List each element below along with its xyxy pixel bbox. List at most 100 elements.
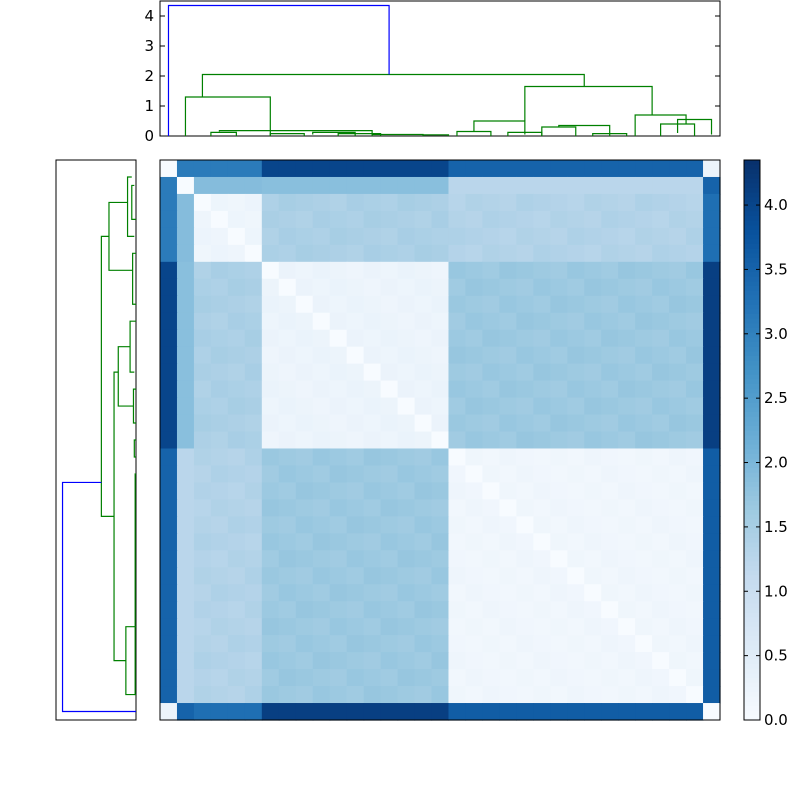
heatmap-cell [329,261,348,280]
heatmap-cell [618,516,636,534]
heatmap-cell [210,567,229,585]
heatmap-cell [431,448,450,467]
heatmap-cell [193,312,212,331]
heatmap-cell [227,448,246,467]
heatmap-cell [414,346,433,365]
heatmap-cell [465,261,484,280]
heatmap-cell [533,703,551,721]
heatmap-cell [176,329,195,348]
heatmap-cell [669,193,687,212]
heatmap-cell [465,703,484,721]
heatmap-cell [380,227,399,246]
heatmap-cell [652,380,670,399]
heatmap-cell [533,550,551,568]
heatmap-cell [414,329,433,348]
heatmap-cell [618,499,636,517]
heatmap-cell [652,703,670,721]
heatmap-cell [244,703,263,721]
heatmap-cell [499,618,517,636]
heatmap-cell [244,584,263,602]
heatmap-cell [278,329,297,348]
heatmap-cell [278,210,297,229]
heatmap-cell [261,533,280,551]
heatmap-cell [550,397,568,416]
heatmap-cell [210,160,229,178]
heatmap-cell [346,499,365,517]
heatmap-cell [261,601,280,619]
heatmap-cell [227,567,246,585]
heatmap-cell [482,160,500,178]
colorbar-segment [744,687,760,693]
heatmap-cell [601,482,619,500]
heatmap-cell [261,176,280,195]
heatmap-cell [160,261,178,280]
heatmap-cell [499,329,517,348]
heatmap-cell [244,601,263,619]
colorbar: 0.0 0.5 1.0 1.5 2.0 2.5 3.0 3.5 4.0 [743,159,788,729]
top-dendrogram-link [184,96,271,136]
heatmap-cell [533,244,551,263]
heatmap-cell [176,160,195,178]
heatmap-cell [210,261,229,280]
heatmap-cell [703,244,721,263]
heatmap-cell [465,380,484,399]
colorbar-segment [744,626,760,632]
heatmap-cell [618,193,636,212]
heatmap-cell [210,669,229,687]
heatmap-cell [567,176,585,195]
heatmap-cell [703,516,721,534]
heatmap-cell [686,329,704,348]
heatmap-cell [703,346,721,365]
heatmap-cell [584,652,602,670]
heatmap-cell [210,397,229,416]
heatmap-cell [635,669,653,687]
colorbar-segment [744,510,760,516]
heatmap-cell [329,414,348,433]
colorbar-segment [744,524,760,530]
heatmap-cell [397,329,416,348]
heatmap-cell [703,227,721,246]
colorbar-segment [744,332,760,338]
heatmap-cell [465,482,484,500]
heatmap-cell [329,227,348,246]
heatmap-cell [397,397,416,416]
heatmap-cell [397,584,416,602]
heatmap-cell [635,550,653,568]
heatmap-cell [244,278,263,297]
heatmap-cell [669,227,687,246]
heatmap-cell [669,669,687,687]
heatmap-cell [227,499,246,517]
heatmap-cell [601,363,619,382]
heatmap-cell [686,635,704,653]
left-dendrogram-frame [55,159,137,721]
top-dendrogram: 0 1 2 3 4 [144,0,721,145]
heatmap-cell [516,618,534,636]
colorbar-segment [744,393,760,399]
heatmap-cell [160,397,178,416]
heatmap-cell [312,669,331,687]
heatmap-cell [686,669,704,687]
colorbar-segment [744,225,760,231]
heatmap-cell [312,703,331,721]
heatmap-cell [533,329,551,348]
heatmap-cell [261,448,280,467]
heatmap-cell [669,431,687,450]
heatmap-cell [329,533,348,551]
heatmap-cell [312,652,331,670]
heatmap-cell [346,244,365,263]
heatmap-cell [567,227,585,246]
heatmap-cell [465,567,484,585]
heatmap-cell [312,261,331,280]
heatmap-cell [584,533,602,551]
heatmap-cell [193,499,212,517]
heatmap-cell [227,516,246,534]
heatmap-cell [295,176,314,195]
heatmap-cell [261,295,280,314]
colorbar-segment [744,636,760,642]
heatmap-cell [533,312,551,331]
heatmap-cell [176,278,195,297]
heatmap-cell [210,618,229,636]
heatmap-cell [363,669,382,687]
heatmap-cell [567,312,585,331]
heatmap-cell [533,261,551,280]
